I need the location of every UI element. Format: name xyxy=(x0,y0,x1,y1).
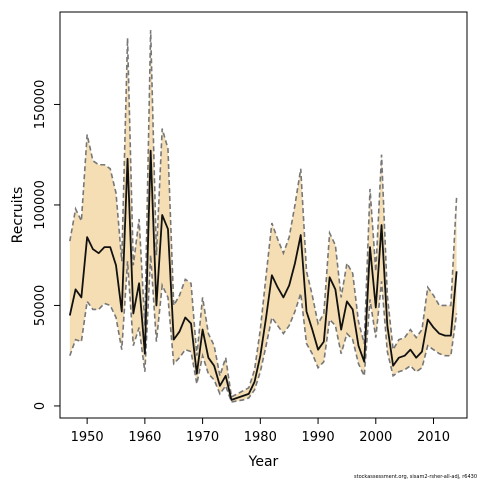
y-axis: 0 50000 100000 150000 xyxy=(33,80,60,410)
plot-frame xyxy=(59,11,468,419)
x-axis-title: Year xyxy=(248,454,279,470)
lower-bound-line xyxy=(69,255,458,403)
y-tick-label-50000: 50000 xyxy=(33,285,48,326)
confidence-band xyxy=(69,30,457,402)
estimate-line xyxy=(68,149,458,401)
x-tick-label-2010: 2010 xyxy=(417,430,450,445)
x-tick-label-1960: 1960 xyxy=(128,430,161,445)
upper-bound-line xyxy=(69,30,458,399)
x-tick-label-1990: 1990 xyxy=(302,430,335,445)
x-tick-label-2000: 2000 xyxy=(359,430,392,445)
x-axis: 1950 1960 1970 1980 1990 2000 2010 xyxy=(71,418,450,445)
y-tick-label-150000: 150000 xyxy=(33,80,48,130)
x-tick-label-1970: 1970 xyxy=(186,430,219,445)
series-line-layer xyxy=(68,30,458,403)
source-caption: stockassessment.org, sisam2-rsher-all-ad… xyxy=(354,474,477,480)
y-axis-title: Recruits xyxy=(10,187,26,244)
x-tick-label-1950: 1950 xyxy=(71,430,104,445)
y-tick-label-0: 0 xyxy=(33,402,48,410)
x-tick-label-1980: 1980 xyxy=(244,430,277,445)
confidence-band-layer xyxy=(69,30,457,402)
y-tick-label-100000: 100000 xyxy=(33,180,48,230)
